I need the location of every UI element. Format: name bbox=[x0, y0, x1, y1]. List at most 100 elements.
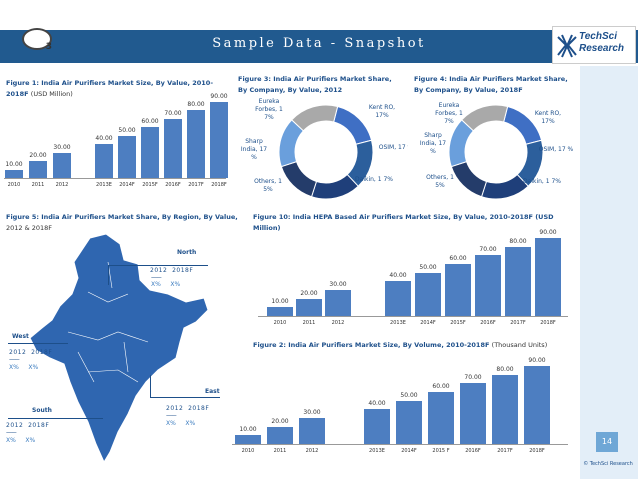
fig2-data-label: 70.00 bbox=[464, 374, 482, 382]
fig1-tick-label: 2016F bbox=[165, 182, 181, 188]
fig2-data-label: 30.00 bbox=[303, 409, 321, 416]
fig3-slice-label-box: Daikin, 1 7% bbox=[355, 176, 393, 183]
fig10-bar bbox=[445, 264, 471, 316]
fig10-tick-label: 2015F bbox=[450, 320, 466, 326]
fig10-tick-label: 2014F bbox=[420, 320, 436, 326]
fig1-bar bbox=[210, 102, 228, 178]
fig10-bar bbox=[475, 255, 501, 316]
brand-line1: TechSci bbox=[579, 31, 617, 42]
fig1-tick-label: 2017F bbox=[188, 182, 204, 188]
fig10-data-label: 50.00 bbox=[419, 263, 437, 271]
fig4-slice-label-box: Daikin, 1 7% bbox=[523, 178, 561, 185]
fig2-unit: (Thousand Units) bbox=[491, 341, 548, 349]
fig10-bar bbox=[325, 290, 351, 316]
fig3-title-line1: Figure 3: India Air Purifiers Market Sha… bbox=[238, 75, 392, 83]
west-values: X% X% bbox=[9, 364, 39, 371]
fig5-title-line2: 2012 & 2018F bbox=[6, 224, 53, 232]
fig3-slice-label: Sharp India, 17 % bbox=[240, 138, 268, 161]
fig3-slice-label: Eureka Forbes, 1 7% bbox=[255, 98, 283, 121]
east-label: East bbox=[205, 388, 220, 395]
fig2-tick-label: 2010 bbox=[241, 448, 255, 454]
fig3-slice-label-box: Eureka Forbes, 1 7% bbox=[255, 98, 283, 121]
fig10-tick-label: 2017F bbox=[510, 320, 526, 326]
fig2-bar bbox=[299, 418, 325, 444]
fig10-bar bbox=[415, 272, 441, 316]
east-dash: ------------ bbox=[166, 413, 177, 419]
fig2-bar bbox=[428, 392, 454, 444]
fig2-tick-label: 2018F bbox=[529, 448, 545, 454]
north-leader-line bbox=[108, 265, 208, 266]
fig4-slice-label: Sharp India, 17 % bbox=[419, 132, 447, 155]
west-label: West bbox=[12, 333, 29, 340]
fig2-title-text: Figure 2: India Air Purifiers Market Siz… bbox=[253, 341, 490, 349]
fig4-title-line2: By Company, By Value, 2018F bbox=[414, 86, 523, 94]
fig4-slice-label: Eureka Forbes, 1 7% bbox=[435, 102, 463, 125]
fig10-bar bbox=[385, 281, 411, 316]
east-values: X% X% bbox=[166, 420, 196, 427]
fig2-tick-label: 2015 F bbox=[432, 448, 450, 454]
fig3-slice-label: Daikin, 1 7% bbox=[355, 176, 393, 183]
fig10-tick-label: 2018F bbox=[540, 320, 556, 326]
west-leader-line bbox=[8, 343, 68, 344]
fig2-data-label: 80.00 bbox=[496, 365, 514, 373]
india-map bbox=[29, 233, 208, 464]
india-map-shape bbox=[29, 233, 208, 464]
fig1-tick-label: 2010 bbox=[7, 182, 21, 188]
fig3-slice-label-box: Sharp India, 17 % bbox=[240, 138, 268, 161]
fig3-title: Figure 3: India Air Purifiers Market Sha… bbox=[238, 74, 398, 96]
fig10-bar bbox=[296, 298, 322, 316]
fig10-data-label: 90.00 bbox=[539, 229, 557, 236]
fig1-data-label: 80.00 bbox=[187, 101, 205, 109]
fig3-slice-label: Others, 1 5% bbox=[254, 178, 282, 193]
fig3-slice-label-box: OSIM, 17 % bbox=[379, 144, 408, 151]
fig10-data-label: 20.00 bbox=[300, 289, 318, 297]
fig2-tick-label: 2014F bbox=[401, 448, 417, 454]
fig10-chart: 10.00 2010 20.00 2011 30.00 2012 40.00 2013E 50.… bbox=[258, 226, 568, 328]
fig2-data-label: 60.00 bbox=[432, 383, 450, 390]
fig1-bar bbox=[187, 110, 205, 178]
fig1-bar bbox=[95, 144, 113, 178]
fig1-title-line1: Figure 1: India Air Purifiers Market Siz… bbox=[6, 79, 214, 87]
fig10-bar bbox=[267, 307, 293, 316]
fig1-data-label: 40.00 bbox=[95, 135, 113, 143]
west-dash: ------------ bbox=[9, 357, 20, 363]
fig2-data-label: 10.00 bbox=[239, 426, 257, 434]
fig1-data-label: 30.00 bbox=[53, 143, 71, 151]
fig4-slice-label: OSIM, 17 % bbox=[538, 146, 574, 153]
fig1-unit: (USD Million) bbox=[30, 90, 73, 98]
fig2-bar bbox=[267, 426, 293, 444]
page-title: Sample Data - Snapshot bbox=[212, 36, 426, 51]
fig1-bar bbox=[53, 152, 71, 178]
fig2-tick-label: 2013E bbox=[369, 448, 385, 454]
fig4-title: Figure 4: India Air Purifiers Market Sha… bbox=[414, 74, 574, 96]
north-years: 2012 2018F bbox=[150, 267, 194, 274]
fig10-x-axis bbox=[258, 316, 568, 317]
fig1-bar bbox=[29, 161, 47, 178]
south-years: 2012 2018F bbox=[6, 422, 50, 429]
east-leader-line bbox=[150, 397, 220, 398]
fig3-slice-label-box: Kent RO, 17% bbox=[369, 104, 395, 119]
north-leader-drop bbox=[108, 265, 109, 285]
fig5-title-line1: Figure 5: India Air Purifiers Market Sha… bbox=[6, 213, 238, 221]
fig4-slice-label: Kent RO, 17% bbox=[534, 110, 562, 125]
fig4-slice-label-box: Kent RO, 17% bbox=[534, 110, 562, 125]
fig1-x-axis bbox=[4, 178, 226, 179]
fig10-tick-label: 2016F bbox=[480, 320, 496, 326]
fig2-tick-label: 2012 bbox=[305, 448, 319, 454]
fig4-slice-label-box: Sharp India, 17 % bbox=[419, 132, 447, 155]
fig1-bar bbox=[118, 135, 136, 178]
north-dash: ------------ bbox=[151, 275, 162, 281]
fig2-data-label: 90.00 bbox=[528, 357, 546, 364]
fig2-bar bbox=[524, 366, 550, 444]
fig10-tick-label: 2010 bbox=[273, 320, 287, 326]
copyright-text: © TechSci Research bbox=[583, 461, 633, 467]
fig4-slice-label-box: OSIM, 17 % bbox=[538, 146, 574, 153]
fig10-tick-label: 2012 bbox=[331, 320, 345, 326]
fig10-data-label: 30.00 bbox=[329, 281, 347, 288]
fig2-bar bbox=[460, 383, 486, 444]
fig10-bar bbox=[505, 246, 531, 316]
fig1-tick-label: 2013E bbox=[96, 182, 112, 188]
fig2-tick-label: 2016F bbox=[465, 448, 481, 454]
fig1-data-label: 90.00 bbox=[210, 93, 228, 100]
south-values: X% X% bbox=[6, 437, 36, 444]
